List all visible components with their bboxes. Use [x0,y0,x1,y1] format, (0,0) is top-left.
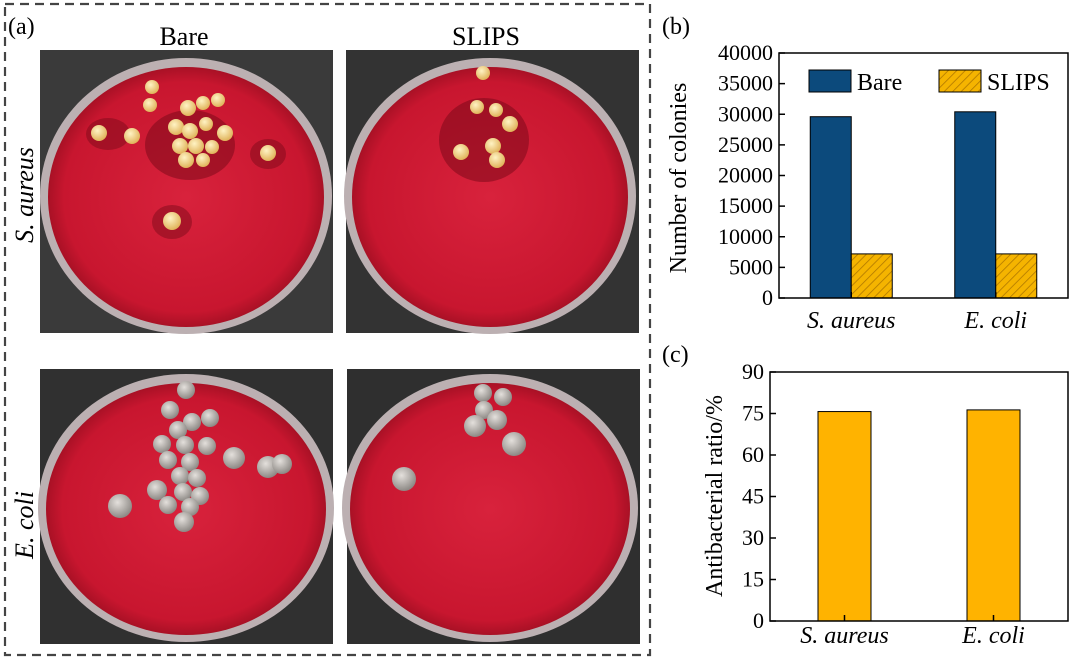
y-tick-label: 30000 [718,101,773,126]
chart-c: (c) Antibacterial ratio/% 0153045607590 … [662,342,1069,649]
bar-ratio-e-coli [966,409,1021,622]
y-tick-label: 20000 [718,163,773,188]
panel-c-label: (c) [662,342,689,368]
y-tick-label: 40000 [718,40,773,65]
y-tick-label: 15 [742,567,764,592]
y-tick-label: 10000 [718,224,773,249]
bar-bare-e-coli [954,111,997,299]
bar-ratio-s-aureus [817,411,872,622]
chart-b-frame [778,52,1069,299]
legend-label-slips: SLIPS [987,70,1050,96]
chart-c-frame [769,371,1069,622]
plate-e-coli-slips [342,369,640,644]
column-label-slips: SLIPS [452,22,520,51]
row-label-e-coli: E. coli [10,491,39,560]
plate-e-coli-bare [38,369,334,644]
x-tick-label: E. coli [963,308,1027,334]
panel-a-frame [3,2,652,657]
y-tick-label: 0 [762,285,773,310]
y-tick-label: 15000 [718,193,773,218]
chart-b-ylabel: Number of colonies [666,83,692,274]
row-label-s-aureus: S. aureus [10,147,39,243]
y-tick-label: 35000 [718,71,773,96]
panel-b-label: (b) [662,14,690,40]
bar-slips-e-coli [995,253,1038,299]
plate-s-aureus-slips [344,50,639,334]
y-tick-label: 5000 [729,254,773,279]
plate-s-aureus-bare [40,50,333,334]
y-tick-label: 30 [742,525,764,550]
y-tick-label: 90 [742,359,764,384]
y-tick-label: 25000 [718,132,773,157]
legend-swatch-bare [808,69,852,93]
y-tick-label: 75 [742,401,764,426]
column-label-bare: Bare [159,22,208,51]
y-tick-label: 0 [753,608,764,633]
bar-slips-s-aureus [850,253,893,299]
x-tick-label: S. aureus [800,623,888,649]
bar-bare-s-aureus [809,116,852,299]
x-tick-label: S. aureus [807,308,895,334]
panel-a-label: (a) [8,14,35,40]
legend-label-bare: Bare [857,70,902,96]
chart-c-ylabel: Antibacterial ratio/% [702,395,728,597]
x-tick-label: E. coli [961,623,1025,649]
y-tick-label: 60 [742,442,764,467]
chart-b: (b) Number of colonies 0 5000 10000 15000 20… [662,14,1069,334]
y-tick-label: 45 [742,484,764,509]
legend-swatch-slips [938,69,982,93]
